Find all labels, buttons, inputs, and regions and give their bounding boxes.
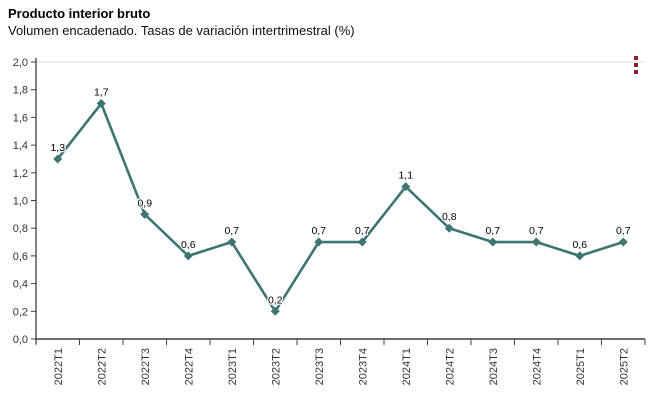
context-menu-button[interactable]: [628, 53, 644, 81]
data-point-marker[interactable]: [401, 182, 411, 192]
x-axis-tick-label: 2025T2: [618, 348, 630, 385]
y-axis-tick-label: 1,2: [13, 168, 28, 180]
x-axis-tick-label: 2023T1: [227, 348, 239, 385]
y-axis-tick-label: 0,4: [13, 279, 28, 291]
data-point-marker[interactable]: [183, 251, 193, 261]
x-axis-tick-label: 2025T1: [575, 348, 587, 385]
data-point-label: 1,3: [50, 142, 65, 154]
data-point-marker[interactable]: [96, 99, 106, 109]
data-point-label: 1,7: [94, 87, 109, 99]
data-point-marker[interactable]: [357, 237, 367, 247]
chart-header: Producto interior bruto Volumen encadena…: [8, 5, 355, 39]
data-point-marker[interactable]: [227, 237, 237, 247]
series-line: [56, 102, 625, 313]
data-point-label: 1,1: [398, 170, 413, 182]
data-point-label: 0,6: [572, 239, 587, 251]
x-axis-tick-label: 2022T1: [53, 348, 65, 385]
x-axis-tick-label: 2022T3: [140, 348, 152, 385]
x-axis-tick-label: 2024T4: [531, 348, 543, 385]
y-axis-tick-label: 0,8: [13, 223, 28, 235]
data-point-label: 0,7: [529, 225, 544, 237]
y-axis-tick-label: 1,4: [13, 140, 28, 152]
x-axis-tick-label: 2023T4: [357, 348, 369, 385]
data-point-marker[interactable]: [618, 237, 628, 247]
x-axis-tick-label: 2022T4: [183, 348, 195, 385]
y-axis-tick-label: 0,0: [13, 334, 28, 346]
data-point-marker[interactable]: [314, 237, 324, 247]
chart-subtitle: Volumen encadenado. Tasas de variación i…: [8, 23, 355, 38]
x-axis-tick-label: 2024T1: [401, 348, 413, 385]
data-point-marker[interactable]: [140, 209, 150, 219]
kebab-menu-dot-icon: [634, 63, 638, 67]
data-point-label: 0,7: [616, 225, 631, 237]
data-point-marker[interactable]: [488, 237, 498, 247]
x-axis-tick-label: 2024T3: [488, 348, 500, 385]
y-axis-tick-label: 1,8: [13, 85, 28, 97]
data-point-marker[interactable]: [575, 251, 585, 261]
data-point-label: 0,2: [268, 294, 283, 306]
x-axis-tick-label: 2023T2: [270, 348, 282, 385]
data-point-label: 0,7: [485, 225, 500, 237]
data-point-label: 0,6: [181, 239, 196, 251]
data-point-marker[interactable]: [444, 223, 454, 233]
data-point-label: 0,8: [442, 211, 457, 223]
data-point-marker[interactable]: [53, 154, 63, 164]
data-point-marker[interactable]: [531, 237, 541, 247]
x-axis-tick-label: 2022T2: [96, 348, 108, 385]
chart-title: Producto interior bruto: [8, 6, 151, 21]
data-point-label: 0,7: [224, 225, 239, 237]
x-axis-tick-label: 2024T2: [444, 348, 456, 385]
y-axis-tick-label: 0,2: [13, 306, 28, 318]
kebab-menu-dot-icon: [634, 70, 638, 74]
data-point-label: 0,7: [355, 225, 370, 237]
y-axis-tick-label: 1,0: [13, 196, 28, 208]
y-axis-tick-label: 0,6: [13, 251, 28, 263]
data-point-label: 0,7: [311, 225, 326, 237]
data-point-marker[interactable]: [270, 306, 280, 316]
data-point-label: 0,9: [137, 197, 152, 209]
x-axis-tick-label: 2023T3: [314, 348, 326, 385]
y-axis-tick-label: 2,0: [13, 57, 28, 69]
y-axis-tick-label: 1,6: [13, 112, 28, 124]
kebab-menu-dot-icon: [634, 56, 638, 60]
